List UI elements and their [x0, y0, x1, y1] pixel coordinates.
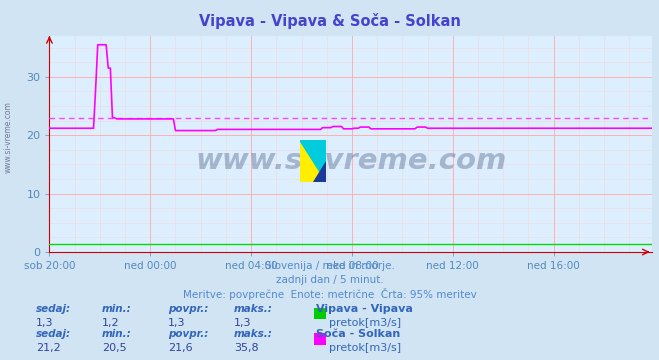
Text: pretok[m3/s]: pretok[m3/s]	[330, 343, 401, 353]
Text: 1,3: 1,3	[168, 318, 186, 328]
Text: sedaj:: sedaj:	[36, 304, 71, 314]
Text: min.:: min.:	[102, 304, 132, 314]
Text: maks.:: maks.:	[234, 329, 273, 339]
Text: sedaj:: sedaj:	[36, 329, 71, 339]
Text: povpr.:: povpr.:	[168, 329, 208, 339]
Polygon shape	[300, 140, 326, 182]
Text: zadnji dan / 5 minut.: zadnji dan / 5 minut.	[275, 275, 384, 285]
Text: Vipava - Vipava & Soča - Solkan: Vipava - Vipava & Soča - Solkan	[198, 13, 461, 28]
Polygon shape	[313, 161, 326, 182]
Text: min.:: min.:	[102, 329, 132, 339]
Text: 35,8: 35,8	[234, 343, 258, 353]
Text: 1,2: 1,2	[102, 318, 120, 328]
Text: 21,2: 21,2	[36, 343, 61, 353]
Text: www.si-vreme.com: www.si-vreme.com	[195, 147, 507, 175]
Text: Slovenija / reke in morje.: Slovenija / reke in morje.	[264, 261, 395, 271]
Text: Vipava - Vipava: Vipava - Vipava	[316, 304, 413, 314]
Text: 20,5: 20,5	[102, 343, 127, 353]
Text: www.si-vreme.com: www.si-vreme.com	[3, 101, 13, 173]
Text: povpr.:: povpr.:	[168, 304, 208, 314]
Text: 21,6: 21,6	[168, 343, 192, 353]
Text: Meritve: povprečne  Enote: metrične  Črta: 95% meritev: Meritve: povprečne Enote: metrične Črta:…	[183, 288, 476, 300]
Text: Soča - Solkan: Soča - Solkan	[316, 329, 401, 339]
Text: 1,3: 1,3	[234, 318, 252, 328]
Text: maks.:: maks.:	[234, 304, 273, 314]
Polygon shape	[300, 140, 326, 182]
Text: 1,3: 1,3	[36, 318, 54, 328]
Text: pretok[m3/s]: pretok[m3/s]	[330, 318, 401, 328]
